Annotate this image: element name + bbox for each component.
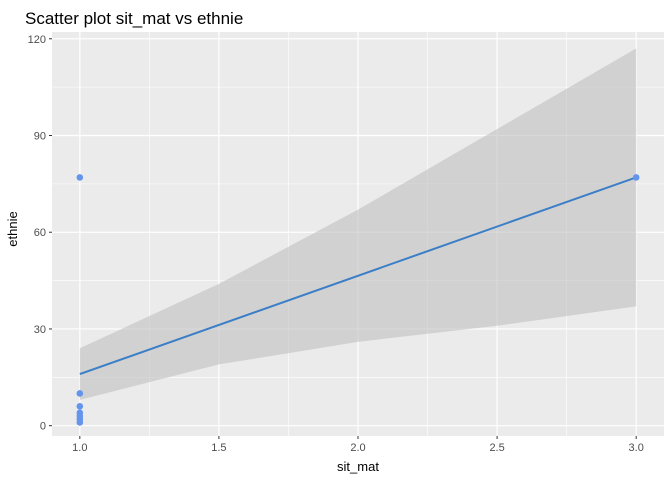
data-point: [76, 419, 84, 426]
y-tick-label: 120: [28, 34, 46, 46]
y-tick-label: 60: [34, 227, 46, 239]
x-tick-label: 2.0: [350, 442, 365, 454]
confidence-band: [79, 48, 637, 400]
plot-panel: [52, 32, 664, 436]
x-tick-label: 2.5: [489, 442, 504, 454]
data-point: [76, 390, 84, 397]
x-tick-label: 1.5: [211, 442, 226, 454]
y-tick-label: 0: [40, 421, 46, 433]
x-axis-title: sit_mat: [337, 459, 379, 474]
y-tick-label: 30: [34, 324, 46, 336]
data-point: [76, 174, 84, 181]
x-tick-label: 3.0: [629, 442, 644, 454]
chart-title: Scatter plot sit_mat vs ethnie: [25, 9, 243, 28]
regression-line: [79, 176, 637, 376]
y-tick-label: 90: [34, 130, 46, 142]
data-point: [632, 174, 640, 181]
y-axis: 0 30 60 90 120: [28, 34, 52, 433]
y-axis-title: ethnie: [5, 211, 20, 246]
data-point: [76, 403, 84, 410]
x-axis: 1.0 1.5 2.0 2.5 3.0: [72, 436, 644, 454]
x-tick-label: 1.0: [72, 442, 87, 454]
